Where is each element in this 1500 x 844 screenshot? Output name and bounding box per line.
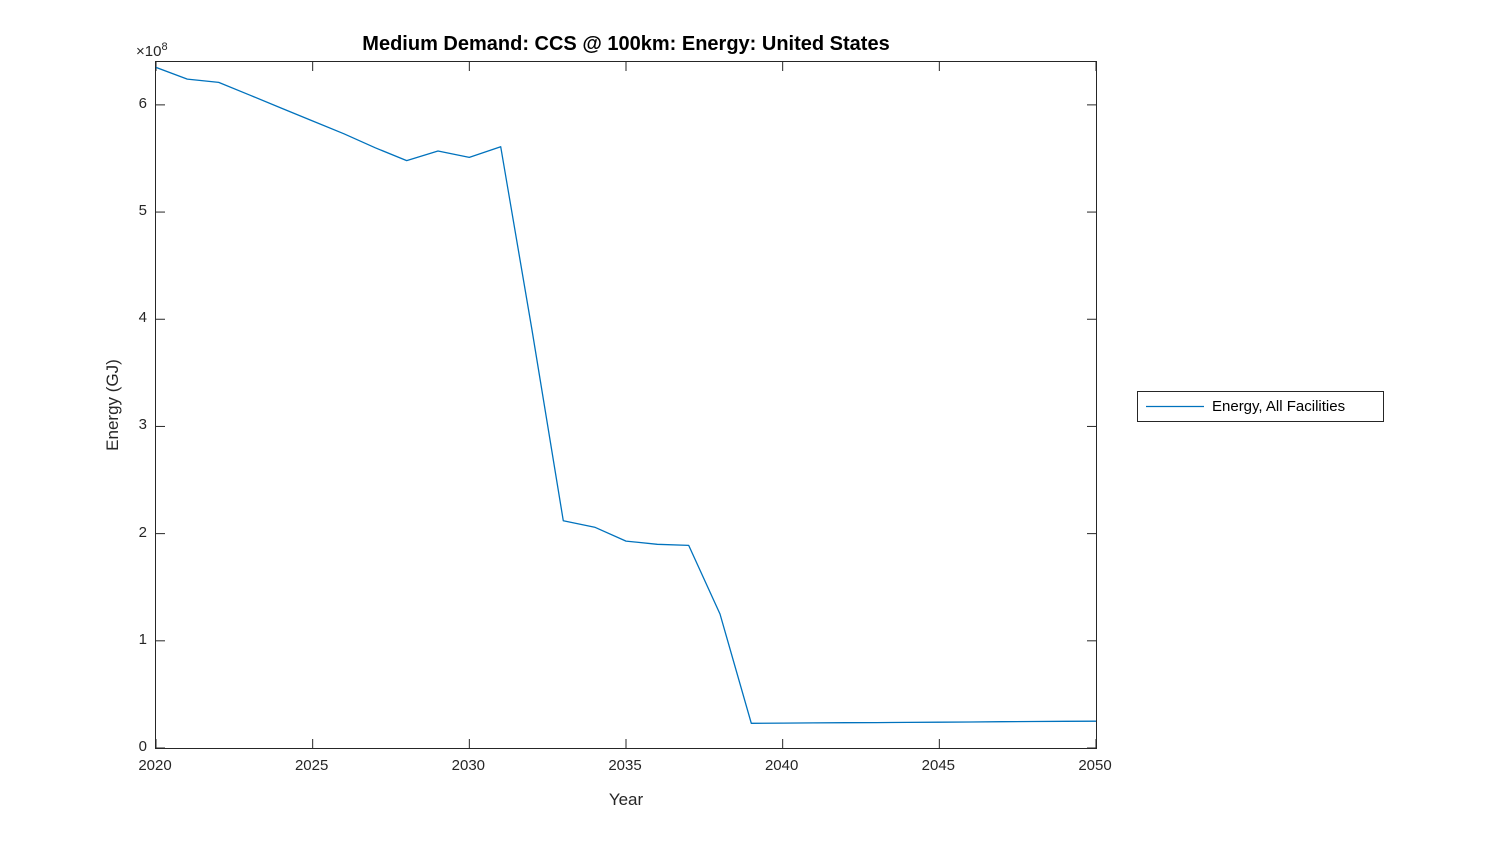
x-tick-label: 2040 xyxy=(764,757,799,774)
y-tick-label: 3 xyxy=(138,416,147,434)
offset-base: ×10 xyxy=(136,43,162,60)
y-tick-label: 1 xyxy=(138,630,147,648)
chart-svg xyxy=(156,62,1096,748)
x-tick-label: 2020 xyxy=(138,757,172,774)
y-axis-offset-label: ×108 xyxy=(136,41,168,60)
x-tick-label: 2050 xyxy=(1078,757,1112,774)
legend-line-sample xyxy=(1146,405,1204,408)
y-tick-label: 4 xyxy=(138,309,147,327)
legend-label: Energy, All Facilities xyxy=(1212,398,1346,415)
x-tick-label: 2035 xyxy=(608,757,642,774)
y-tick-label: 2 xyxy=(138,523,147,541)
legend-box: Energy, All Facilities xyxy=(1137,391,1384,422)
plot-area xyxy=(155,61,1097,749)
offset-exponent: 8 xyxy=(161,41,168,53)
x-tick-label: 2025 xyxy=(294,757,329,774)
x-axis-label: Year xyxy=(608,790,644,809)
y-axis-label: Energy (GJ) xyxy=(103,359,122,451)
data-line xyxy=(156,66,1096,724)
x-tick-label: 2030 xyxy=(451,757,486,774)
y-tick-label: 0 xyxy=(138,738,147,755)
x-tick-label: 2045 xyxy=(921,757,956,774)
chart-title: Medium Demand: CCS @ 100km: Energy: Unit… xyxy=(362,33,890,55)
y-tick-label: 6 xyxy=(138,94,147,112)
y-tick-label: 5 xyxy=(138,202,147,220)
